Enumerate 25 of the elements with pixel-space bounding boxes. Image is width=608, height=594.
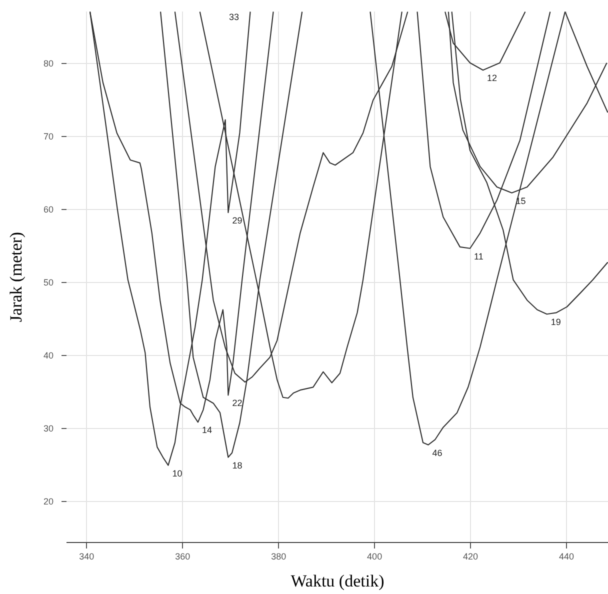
- annotation: 33: [229, 12, 240, 22]
- annotation: 18: [232, 460, 242, 470]
- y-tick-label: 60: [43, 204, 54, 214]
- y-tick-label: 20: [43, 496, 54, 507]
- annotation: 11: [474, 251, 484, 262]
- annotation: 12: [486, 73, 498, 84]
- annotation: 19: [550, 317, 561, 328]
- x-tick-label: 360: [175, 552, 190, 562]
- y-tick-label: 80: [43, 58, 54, 68]
- y-tick-label: 40: [43, 350, 54, 361]
- x-tick-label: 420: [463, 552, 478, 562]
- x-tick-label: 400: [367, 552, 382, 562]
- x-tick-label: 340: [79, 552, 94, 562]
- y-tick-label: 70: [43, 131, 54, 142]
- y-axis-title: Jarak (meter): [6, 232, 26, 322]
- annotation: 46: [432, 448, 442, 458]
- x-tick-label: 380: [271, 552, 286, 562]
- x-tick-label: 440: [558, 552, 574, 562]
- y-tick-label: 30: [43, 424, 54, 434]
- annotation: 22: [232, 398, 242, 408]
- annotation: 10: [172, 468, 182, 478]
- annotation: 14: [202, 425, 212, 436]
- x-axis-title: Waktu (detik): [290, 572, 384, 590]
- y-tick-label: 50: [43, 277, 54, 288]
- annotation: 29: [232, 216, 242, 226]
